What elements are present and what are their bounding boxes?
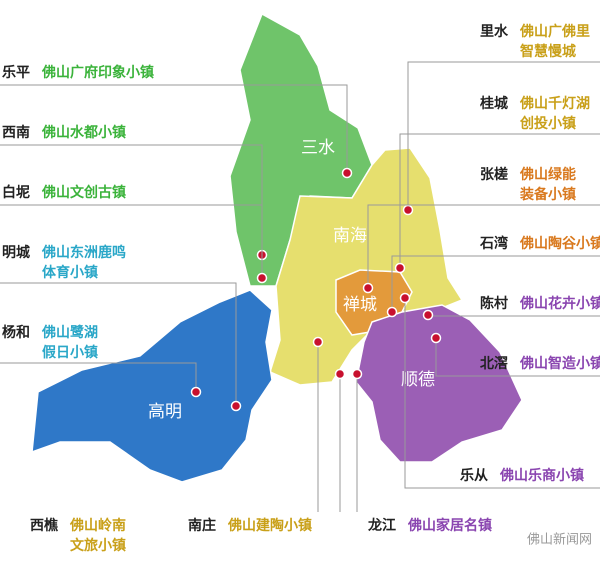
town-name: 佛山绿能 [519, 166, 576, 183]
town-dot [256, 272, 268, 284]
leader-line [0, 84, 348, 173]
town-place: 陈村 [480, 295, 508, 312]
town-dot [386, 306, 398, 318]
town-dot [422, 309, 434, 321]
town-dot [362, 282, 374, 294]
leader-line [367, 204, 600, 288]
town-name: 智慧慢城 [519, 43, 576, 60]
town-place: 明城 [2, 244, 30, 261]
leader-line [404, 298, 600, 489]
town-place: 石湾 [479, 235, 508, 252]
leader-line [0, 144, 263, 255]
town-place: 西南 [2, 124, 30, 141]
district-label: 高明 [148, 402, 182, 422]
town-dot [230, 400, 242, 412]
district-label: 顺德 [401, 370, 435, 390]
town-name: 佛山建陶小镇 [227, 517, 312, 534]
town-place: 白坭 [2, 184, 30, 201]
leader-line [0, 362, 197, 392]
town-name: 佛山东洲鹿鸣 [41, 244, 126, 261]
town-name: 佛山乐商小镇 [499, 467, 584, 484]
town-place: 里水 [480, 23, 509, 40]
town-name: 文旅小镇 [70, 537, 126, 554]
leader-line [399, 133, 600, 268]
town-place: 张槎 [480, 166, 508, 183]
town-name: 佛山水都小镇 [41, 124, 126, 141]
town-name: 创投小镇 [519, 115, 576, 132]
town-name: 体育小镇 [42, 264, 98, 281]
town-name: 佛山岭南 [69, 517, 126, 534]
district-label: 三水 [301, 138, 335, 158]
town-dot [312, 336, 324, 348]
town-place: 南庄 [188, 517, 216, 534]
town-dot [402, 204, 414, 216]
leader-line [407, 61, 600, 210]
region-shunde [355, 304, 523, 463]
leader-line [435, 338, 600, 377]
town-name: 佛山花卉小镇 [519, 295, 600, 312]
town-place: 乐从 [460, 467, 488, 484]
town-dot [430, 332, 442, 344]
town-name: 装备小镇 [519, 186, 576, 203]
leader-line [0, 204, 263, 278]
town-name: 佛山陶谷小镇 [519, 235, 600, 252]
town-name: 假日小镇 [42, 344, 98, 361]
town-name: 佛山广府印象小镇 [41, 64, 154, 81]
town-name: 佛山广佛里 [519, 23, 590, 40]
watermark: 佛山新闻网 [527, 532, 592, 548]
town-name: 佛山千灯湖 [519, 95, 590, 112]
town-place: 乐平 [2, 64, 30, 81]
town-name: 佛山智造小镇 [519, 355, 600, 372]
town-dot [334, 368, 346, 380]
town-dot [341, 167, 353, 179]
leader-line [0, 282, 237, 406]
leader-line [391, 255, 600, 312]
town-name: 佛山文创古镇 [41, 184, 126, 201]
town-place: 桂城 [479, 95, 508, 112]
region-gaoming [31, 289, 273, 483]
town-name: 佛山家居名镇 [407, 517, 492, 534]
town-place: 杨和 [2, 324, 30, 341]
town-name: 佛山鹭湖 [41, 324, 98, 341]
town-dot [399, 292, 411, 304]
district-label: 禅城 [343, 295, 377, 315]
district-label: 南海 [333, 226, 367, 246]
town-dot [190, 386, 202, 398]
town-place: 北滘 [480, 356, 508, 372]
town-dot [394, 262, 406, 274]
town-place: 西樵 [30, 517, 58, 534]
town-dot [351, 368, 363, 380]
town-place: 龙江 [367, 517, 396, 534]
